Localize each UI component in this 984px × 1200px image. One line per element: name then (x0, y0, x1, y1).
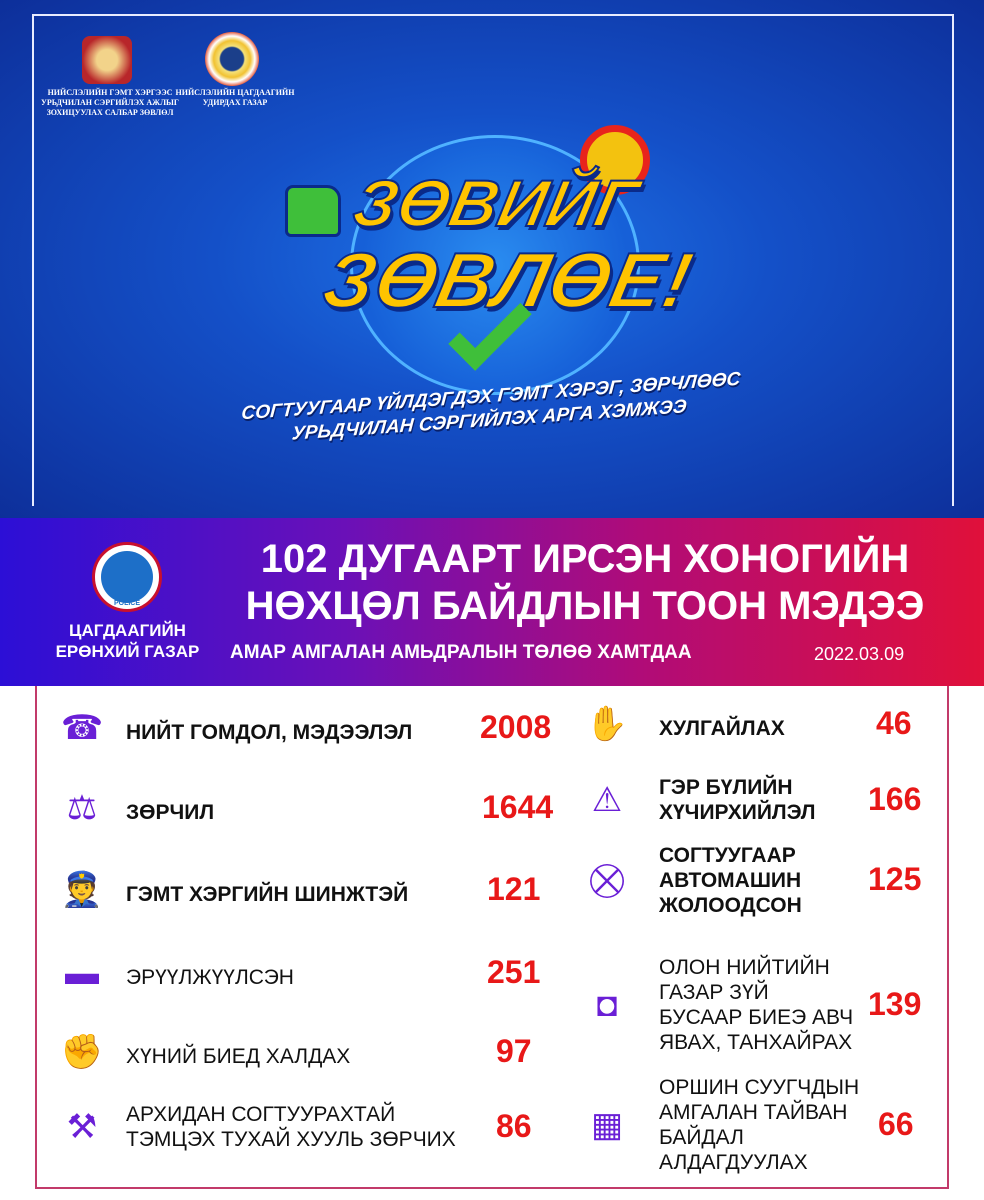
stat-value: 46 (876, 705, 912, 741)
police-logo-icon: POLICE (92, 542, 162, 612)
stat-row: ✋ ХУЛГАЙЛАХ (585, 705, 785, 747)
stat-value: 86 (496, 1108, 532, 1144)
tagline: АМАР АМГАЛАН АМЬДРАЛЫН ТӨЛӨӨ ХАМТДАА (230, 642, 692, 663)
apartment-building-icon: ▦ (590, 1106, 624, 1144)
stat-label-line: БАЙДАЛ (659, 1126, 744, 1149)
stat-value: 251 (487, 954, 541, 990)
agency-name: ЦАГДААГИЙН ЕРӨНХИЙ ГАЗАР (40, 620, 215, 662)
campaign-line1: ЗӨВИЙГ (346, 165, 647, 241)
police-arrest-icon: 👮 (60, 871, 104, 909)
stat-label: АРХИДАН СОГТУУРАХТАЙ ТЭМЦЭХ ТУХАЙ ХУУЛЬ З… (126, 1102, 456, 1152)
cctv-camera-icon: ◘ (596, 985, 618, 1024)
stat-label-line: ЗӨРЧИЛ (126, 801, 215, 825)
gavel-icon: ⚒ (66, 1108, 98, 1146)
stat-row: ⚠ ГЭР БҮЛИЙН ХҮЧИРХИЙЛЭЛ (585, 775, 816, 825)
stat-label-line: ХУЛГАЙЛАХ (659, 717, 785, 741)
report-title: 102 ДУГААРТ ИРСЭН ХОНОГИЙН НӨХЦӨЛ БАЙДЛЫ… (225, 536, 945, 630)
org-line: НИЙСЛЭЛИЙН ЦАГДААГИЙН (175, 88, 295, 97)
stat-value: 121 (487, 871, 541, 907)
theft-icon: ✋ (585, 705, 629, 743)
stat-value: 125 (868, 861, 922, 897)
stat-label-line: ХҮЧИРХИЙЛЭЛ (659, 801, 816, 824)
stat-label-line: АРХИДАН СОГТУУРАХТАЙ (126, 1103, 396, 1126)
stat-row: ⚒ АРХИДАН СОГТУУРАХТАЙ ТЭМЦЭХ ТУХАЙ ХУУЛЬ … (60, 1102, 456, 1152)
stat-label-line: ЭРҮҮЛЖҮҮЛСЭН (126, 966, 294, 990)
stat-row: ▦ ОРШИН СУУГЧДЫН АМГАЛАН ТАЙВАН БАЙДАЛ АЛДАГ… (585, 1075, 859, 1175)
stat-label-line: НИЙТ ГОМДОЛ, МЭДЭЭЛЭЛ (126, 721, 413, 745)
stat-label: ХУЛГАЙЛАХ (659, 716, 785, 741)
stat-label-line: ГЭР БҮЛИЙН (659, 776, 793, 799)
stat-label-line: ЯВАХ, ТАНХАЙРАХ (659, 1031, 853, 1054)
stat-label: ХҮНИЙ БИЕД ХАЛДАХ (126, 1044, 350, 1069)
gavel-book-icon: ⚖ (66, 789, 98, 827)
agency-line: ЦАГДААГИЙН (69, 621, 186, 640)
stat-label-line: ОРШИН СУУГЧДЫН (659, 1076, 860, 1099)
title-line: 102 ДУГААРТ ИРСЭН ХОНОГИЙН (260, 537, 910, 581)
stat-row: ✊ ХҮНИЙ БИЕД ХАЛДАХ (60, 1033, 350, 1075)
council-emblem-icon (82, 36, 132, 84)
stat-label-line: ГАЗАР ЗҮЙ (659, 981, 769, 1004)
person-lying-icon: ▬ (65, 953, 99, 992)
stat-row: ☎ НИЙТ ГОМДОЛ, МЭДЭЭЛЭЛ (60, 709, 412, 751)
no-alcohol-icon (580, 125, 650, 195)
domestic-violence-icon: ⚠ (591, 781, 623, 819)
title-line: НӨХЦӨЛ БАЙДЛЫН ТООН МЭДЭЭ (245, 584, 925, 628)
stat-label: НИЙТ ГОМДОЛ, МЭДЭЭЛЭЛ (126, 720, 412, 745)
report-date: 2022.03.09 (814, 644, 905, 664)
org-line: УРЬДЧИЛАН СЭРГИЙЛЭХ АЖЛЫГ (41, 98, 179, 107)
stat-value: 1644 (482, 789, 554, 825)
stat-label-line: ТЭМЦЭХ ТУХАЙ ХУУЛЬ ЗӨРЧИХ (126, 1128, 456, 1151)
stat-row: ⚖ ЗӨРЧИЛ (60, 789, 214, 831)
stat-label: ГЭР БҮЛИЙН ХҮЧИРХИЙЛЭЛ (659, 775, 816, 825)
police-department-emblem-icon (205, 32, 259, 86)
agency-line: ЕРӨНХИЙ ГАЗАР (55, 642, 200, 661)
stat-value: 139 (868, 986, 922, 1022)
stat-label: ЗӨРЧИЛ (126, 800, 214, 825)
stat-label: ГЭМТ ХЭРГИЙН ШИНЖТЭЙ (126, 882, 408, 907)
stat-label: ОЛОН НИЙТИЙН ГАЗАР ЗҮЙ БУСААР БИЕЭ АВЧ ЯВАХ… (659, 955, 853, 1055)
stat-row: 👮 ГЭМТ ХЭРГИЙН ШИНЖТЭЙ (60, 871, 408, 913)
report-banner: POLICE ЦАГДААГИЙН ЕРӨНХИЙ ГАЗАР 102 ДУГА… (0, 518, 984, 686)
stats-panel (35, 686, 949, 1189)
stat-value: 97 (496, 1033, 532, 1069)
police-department-name: НИЙСЛЭЛИЙН ЦАГДААГИЙН УДИРДАХ ГАЗАР (175, 88, 295, 108)
stat-row: ⛒ СОГТУУГААР АВТОМАШИН ЖОЛООДСОН (585, 843, 802, 918)
org-line: НИЙСЛЭЛИЙН ГЭМТ ХЭРГЭЭС (47, 88, 173, 97)
drunk-driving-icon: ⛒ (589, 860, 625, 899)
stat-label-line: ОЛОН НИЙТИЙН (659, 956, 830, 979)
assault-icon: ✊ (60, 1033, 104, 1071)
stat-label: ОРШИН СУУГЧДЫН АМГАЛАН ТАЙВАН БАЙДАЛ АЛДАГД… (659, 1075, 859, 1175)
stat-label-line: ЖОЛООДСОН (659, 893, 802, 917)
org-line: УДИРДАХ ГАЗАР (202, 98, 268, 107)
stat-label-line: АМГАЛАН ТАЙВАН (659, 1101, 848, 1124)
stat-label-line: АВТОМАШИН (659, 868, 802, 892)
stat-value: 2008 (480, 709, 552, 745)
thumbs-up-icon (285, 185, 341, 237)
stat-label-line: АЛДАГДУУЛАХ (659, 1151, 808, 1174)
campaign-poster: НИЙСЛЭЛИЙН ГЭМТ ХЭРГЭЭС УРЬДЧИЛАН СЭРГИЙ… (0, 0, 984, 518)
stat-value: 66 (878, 1106, 914, 1142)
stat-label-line: ХҮНИЙ БИЕД ХАЛДАХ (126, 1045, 351, 1069)
stat-label: СОГТУУГААР АВТОМАШИН ЖОЛООДСОН (659, 843, 802, 918)
council-name: НИЙСЛЭЛИЙН ГЭМТ ХЭРГЭЭС УРЬДЧИЛАН СЭРГИЙ… (40, 88, 180, 118)
stat-label-line: СОГТУУГААР (659, 843, 796, 867)
phone-24h-icon: ☎ (60, 709, 104, 747)
stat-label-line: ГЭМТ ХЭРГИЙН ШИНЖТЭЙ (126, 883, 409, 907)
campaign-logo: ЗӨВИЙГ ЗӨВЛӨЕ! (280, 125, 720, 415)
stat-row: ▬ ЭРҮҮЛЖҮҮЛСЭН (60, 954, 294, 996)
stat-label: ЭРҮҮЛЖҮҮЛСЭН (126, 965, 294, 990)
stat-row: ◘ ОЛОН НИЙТИЙН ГАЗАР ЗҮЙ БУСААР БИЕЭ АВЧ ЯВА… (585, 955, 853, 1055)
stat-value: 166 (868, 781, 922, 817)
police-logo-text: POLICE (113, 600, 141, 607)
stat-label-line: БУСААР БИЕЭ АВЧ (659, 1006, 854, 1029)
poster-frame (32, 14, 954, 506)
org-line: ЗОХИЦУУЛАХ САЛБАР ЗӨВЛӨЛ (46, 108, 174, 117)
